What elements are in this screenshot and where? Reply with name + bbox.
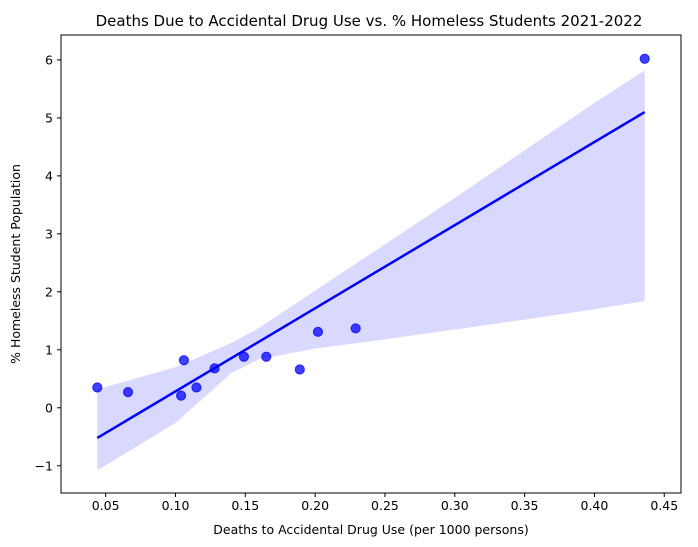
x-tick-label: 0.45 [650,498,678,513]
data-point [312,326,324,337]
y-axis-label: % Homeless Student Population [8,164,23,364]
data-point [178,355,189,366]
data-point [350,323,361,334]
data-points-layer [92,53,650,401]
x-tick-label: 0.40 [581,498,609,513]
x-axis-ticks: 0.05 0.10 0.15 0.20 0.25 0.30 0.35 0.40 0.45 [92,493,678,513]
data-point [92,382,103,393]
x-tick-label: 0.20 [301,498,329,513]
data-point [175,390,187,401]
data-point [238,351,250,362]
confidence-band-layer [97,70,645,471]
data-point [191,382,202,393]
y-tick-label: 6 [45,52,53,67]
y-tick-label: 1 [45,342,53,357]
y-tick-label: 3 [45,226,53,241]
data-point [261,351,272,362]
y-tick-label: 0 [45,400,53,415]
y-axis-ticks: −1 0 1 2 3 4 5 6 [35,52,61,473]
x-tick-label: 0.15 [231,498,259,513]
regression-line-layer [96,111,646,439]
y-tick-label: 4 [45,168,53,183]
confidence-band [97,70,645,471]
y-tick-label: −1 [35,458,53,473]
regression-line [96,111,646,439]
y-tick-label: 2 [45,284,53,299]
x-axis-label: Deaths to Accidental Drug Use (per 1000 … [213,522,528,537]
data-point [122,387,134,398]
y-tick-label: 5 [45,110,53,125]
x-tick-label: 0.25 [371,498,399,513]
x-tick-label: 0.35 [511,498,539,513]
x-tick-label: 0.30 [441,498,469,513]
x-tick-label: 0.05 [92,498,120,513]
plot-frame [60,34,682,494]
data-point [639,53,650,64]
data-point [294,364,305,375]
x-tick-label: 0.10 [162,498,190,513]
data-point [209,363,220,374]
chart-title: Deaths Due to Accidental Drug Use vs. % … [96,12,643,30]
